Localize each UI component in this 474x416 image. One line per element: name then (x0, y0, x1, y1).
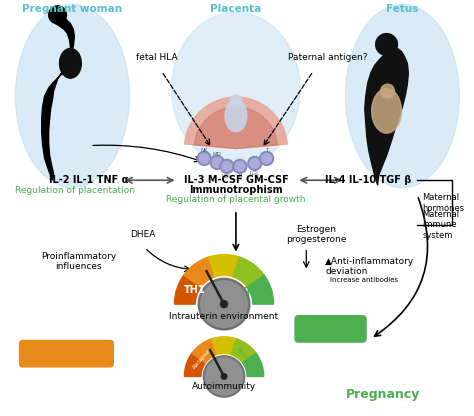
Text: TH2: TH2 (245, 287, 266, 297)
Text: DHEA: DHEA (130, 230, 155, 239)
Ellipse shape (225, 100, 247, 132)
Text: Relapse: Relapse (192, 347, 212, 370)
Text: Intrauterin environment: Intrauterin environment (170, 312, 279, 321)
Circle shape (260, 151, 273, 166)
Wedge shape (243, 353, 264, 376)
Circle shape (221, 374, 227, 379)
Wedge shape (233, 257, 264, 287)
Ellipse shape (172, 12, 301, 166)
Wedge shape (184, 257, 215, 287)
Text: T: T (265, 148, 268, 153)
Circle shape (203, 356, 245, 397)
FancyBboxPatch shape (19, 340, 114, 368)
Wedge shape (174, 275, 201, 304)
Text: Estrogen
progesterone: Estrogen progesterone (286, 225, 346, 244)
Ellipse shape (60, 48, 82, 78)
Circle shape (212, 158, 222, 167)
Text: Maternal
immune
system: Maternal immune system (422, 210, 459, 240)
Circle shape (49, 6, 66, 24)
Text: Pregnant woman: Pregnant woman (22, 4, 122, 14)
Circle shape (248, 156, 262, 170)
Ellipse shape (372, 89, 401, 133)
Wedge shape (184, 353, 205, 376)
Circle shape (262, 154, 272, 163)
Text: IL-2 IL-1 TNF α: IL-2 IL-1 TNF α (48, 175, 128, 185)
Text: Immunotrophism: Immunotrophism (189, 185, 283, 195)
Text: Autoimmunity: Autoimmunity (192, 382, 256, 391)
Text: NK: NK (201, 148, 208, 153)
Text: fetal HLA: fetal HLA (136, 53, 177, 62)
FancyBboxPatch shape (294, 315, 367, 343)
Text: Regulation of placentation: Regulation of placentation (15, 186, 136, 195)
Ellipse shape (346, 4, 459, 188)
Wedge shape (192, 339, 217, 363)
Circle shape (381, 84, 394, 98)
Text: Maternal
hormones: Maternal hormones (422, 193, 465, 213)
Text: LGL: LGL (222, 174, 232, 179)
Text: IL-4 IL-10 TGF β: IL-4 IL-10 TGF β (325, 175, 411, 185)
Polygon shape (42, 14, 74, 180)
Text: Paternal antigen?: Paternal antigen? (288, 53, 368, 62)
Text: B: B (238, 174, 242, 179)
Circle shape (210, 156, 224, 169)
Ellipse shape (16, 4, 129, 188)
Text: MD: MD (213, 152, 221, 157)
Wedge shape (209, 255, 239, 277)
Text: Fetus: Fetus (386, 4, 419, 14)
Circle shape (199, 154, 209, 163)
Text: Regulation of placental growth: Regulation of placental growth (166, 195, 306, 204)
Circle shape (198, 278, 250, 330)
Circle shape (201, 281, 247, 327)
Circle shape (220, 301, 228, 307)
Wedge shape (247, 275, 273, 304)
Circle shape (376, 34, 398, 55)
Circle shape (220, 159, 234, 173)
Circle shape (250, 158, 260, 168)
Text: LGL: LGL (250, 171, 260, 176)
Text: Placenta: Placenta (210, 4, 262, 14)
Text: Proinflammatory
influences: Proinflammatory influences (41, 252, 116, 271)
Text: ▲Anti-inflammatory
deviation: ▲Anti-inflammatory deviation (325, 257, 414, 276)
Circle shape (230, 95, 242, 107)
Circle shape (233, 159, 247, 173)
Wedge shape (231, 339, 256, 363)
Text: Pregnancy: Pregnancy (346, 389, 420, 401)
Wedge shape (194, 107, 277, 149)
Text: TH1: TH1 (183, 285, 205, 295)
Wedge shape (212, 337, 236, 354)
Circle shape (222, 161, 232, 171)
Wedge shape (184, 97, 287, 149)
Text: increase antibodies: increase antibodies (330, 277, 398, 283)
Text: IL-3 M-CSF GM-CSF: IL-3 M-CSF GM-CSF (183, 175, 288, 185)
Circle shape (205, 358, 243, 395)
Polygon shape (365, 48, 409, 185)
Circle shape (197, 151, 211, 166)
Circle shape (235, 161, 245, 171)
Text: Remission: Remission (236, 347, 260, 374)
